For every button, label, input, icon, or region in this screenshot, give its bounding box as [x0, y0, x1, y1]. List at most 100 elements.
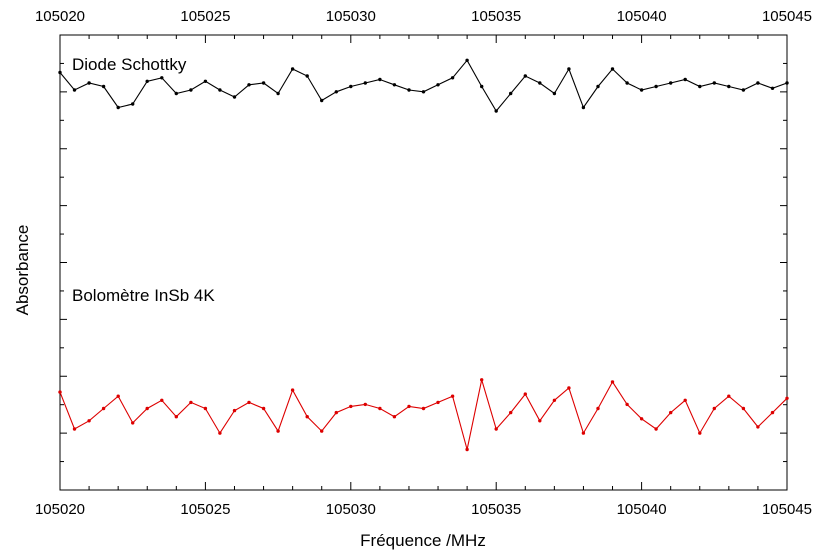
data-point-1-5: [131, 421, 135, 425]
data-point-0-1: [72, 88, 77, 92]
data-point-0-5: [131, 102, 135, 106]
data-point-1-24: [407, 404, 411, 409]
series-label-bolometre: Bolomètre InSb 4K: [72, 286, 215, 305]
data-point-0-13: [247, 83, 251, 87]
data-point-0-3: [101, 84, 106, 89]
data-point-0-43: [683, 77, 687, 82]
x-tick-label-top-2: 105030: [326, 8, 376, 25]
data-point-0-29: [480, 84, 484, 89]
data-point-1-42: [669, 410, 673, 415]
data-point-0-26: [436, 83, 440, 87]
data-point-0-48: [756, 81, 760, 85]
data-point-0-23: [392, 83, 397, 87]
data-point-0-44: [698, 84, 702, 89]
data-point-1-10: [203, 406, 208, 411]
x-tick-label-bottom-5: 105045: [762, 501, 812, 518]
data-point-0-20: [349, 84, 353, 89]
data-point-0-41: [654, 84, 658, 89]
data-point-0-34: [552, 91, 557, 96]
data-point-0-36: [581, 105, 586, 110]
tick-marks: [59, 35, 788, 490]
data-point-1-17: [305, 415, 309, 419]
data-point-1-31: [509, 410, 513, 415]
series-0: [58, 58, 789, 113]
x-axis-title: Fréquence /MHz: [360, 531, 486, 550]
data-point-1-48: [756, 425, 760, 429]
data-point-1-41: [654, 427, 658, 431]
x-tick-label-top-0: 105020: [35, 8, 85, 25]
data-point-1-32: [523, 392, 527, 396]
data-point-1-43: [683, 398, 687, 402]
x-tick-label-top-3: 105035: [471, 8, 521, 25]
tick-labels: 105020 105020 105025 105025 105030 105030 1050…: [35, 8, 812, 518]
series-label-diode-schottky: Diode Schottky: [72, 55, 187, 74]
data-point-1-46: [727, 394, 731, 398]
data-point-1-37: [596, 406, 600, 411]
data-point-1-15: [276, 429, 280, 433]
data-point-1-16: [290, 388, 295, 392]
data-point-1-21: [363, 402, 367, 407]
data-point-1-38: [610, 380, 615, 384]
x-tick-label-top-1: 105025: [180, 8, 230, 25]
data-point-1-22: [378, 406, 382, 411]
data-point-1-8: [174, 415, 178, 419]
data-point-1-6: [145, 406, 149, 411]
data-point-1-29: [480, 378, 484, 382]
y-axis-title: Absorbance: [13, 225, 32, 316]
data-point-0-28: [465, 58, 469, 62]
data-point-1-28: [465, 447, 469, 452]
x-tick-label-bottom-3: 105035: [471, 501, 521, 518]
data-point-1-44: [698, 431, 702, 435]
data-point-1-39: [625, 402, 629, 407]
x-tick-label-bottom-2: 105030: [326, 501, 376, 518]
data-point-0-9: [189, 88, 193, 92]
data-point-1-13: [247, 400, 251, 405]
data-point-0-33: [538, 81, 542, 85]
data-point-1-27: [450, 394, 455, 398]
data-point-0-24: [407, 88, 411, 92]
data-point-1-30: [494, 427, 498, 431]
data-point-1-47: [741, 406, 746, 411]
data-point-0-22: [378, 77, 382, 82]
data-point-0-49: [770, 86, 775, 91]
data-point-1-9: [189, 400, 193, 405]
data-point-0-11: [218, 88, 222, 92]
data-point-0-21: [363, 81, 367, 85]
data-point-0-25: [421, 90, 426, 94]
x-tick-label-bottom-4: 105040: [617, 501, 667, 518]
data-point-0-16: [290, 67, 295, 71]
data-point-0-10: [203, 79, 208, 84]
data-point-0-47: [741, 88, 746, 92]
data-point-0-19: [334, 90, 338, 94]
data-point-1-36: [581, 431, 586, 435]
data-point-0-30: [494, 109, 498, 113]
data-point-1-26: [436, 400, 440, 405]
data-point-1-25: [421, 406, 426, 411]
data-point-1-45: [712, 406, 716, 411]
data-point-1-33: [538, 419, 542, 423]
data-point-1-18: [320, 429, 324, 433]
data-point-0-37: [596, 84, 600, 89]
x-tick-label-top-4: 105040: [617, 8, 667, 25]
data-point-1-4: [116, 394, 120, 398]
data-point-1-23: [392, 415, 397, 419]
data-point-1-7: [160, 398, 164, 402]
x-tick-label-bottom-1: 105025: [180, 501, 230, 518]
data-point-1-1: [72, 427, 77, 431]
data-point-0-2: [87, 81, 91, 85]
data-point-0-8: [174, 91, 178, 96]
data-point-0-17: [305, 74, 309, 78]
data-point-0-40: [639, 88, 644, 92]
series-1: [58, 378, 789, 452]
data-point-0-32: [523, 74, 527, 78]
data-point-0-0: [58, 70, 62, 75]
x-tick-label-top-5: 105045: [762, 8, 812, 25]
data-point-1-0: [58, 390, 62, 394]
data-point-0-46: [727, 84, 731, 89]
data-point-0-7: [160, 76, 164, 80]
data-point-0-6: [145, 79, 149, 84]
data-point-1-40: [639, 417, 644, 421]
data-point-1-50: [785, 396, 789, 400]
data-point-1-12: [232, 408, 237, 413]
